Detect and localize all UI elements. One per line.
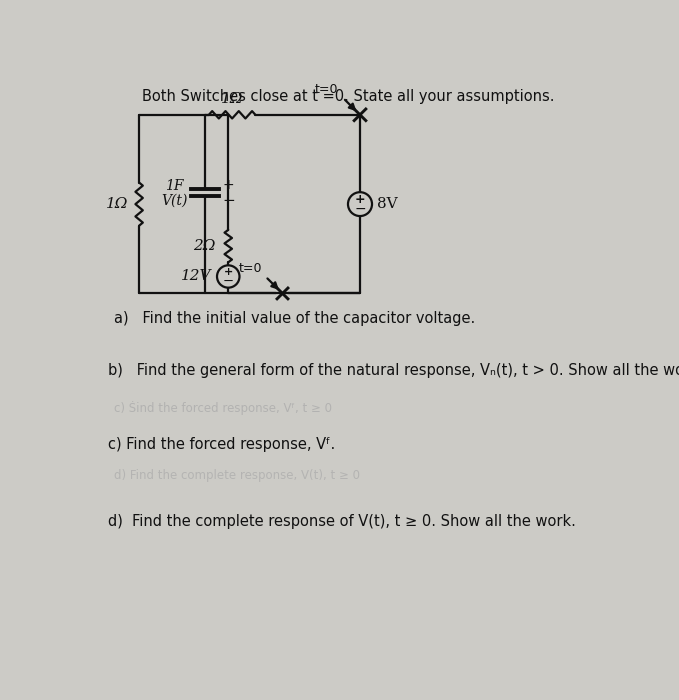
- Text: t=0: t=0: [315, 83, 338, 97]
- Text: a)   Find the initial value of the capacitor voltage.: a) Find the initial value of the capacit…: [114, 311, 475, 326]
- Text: 2Ω: 2Ω: [194, 239, 216, 253]
- Text: d)  Find the complete response of V(t), t ≥ 0. Show all the work.: d) Find the complete response of V(t), t…: [108, 514, 576, 528]
- Text: 8V: 8V: [377, 197, 398, 211]
- Text: b)   Find the general form of the natural response, Vₙ(t), t > 0. Show all the w: b) Find the general form of the natural …: [108, 363, 679, 378]
- Text: −: −: [354, 202, 366, 216]
- Text: c) Find the forced response, Vᶠ.: c) Find the forced response, Vᶠ.: [108, 437, 335, 452]
- Text: d) Find the complete response, V(t), t ≥ 0: d) Find the complete response, V(t), t ≥…: [114, 469, 361, 482]
- Text: 1Ω: 1Ω: [106, 197, 128, 211]
- Text: −: −: [223, 193, 236, 208]
- Text: 12V: 12V: [181, 270, 211, 284]
- Text: −: −: [223, 274, 234, 288]
- Text: Both Switches close at t =0. State all your assumptions.: Both Switches close at t =0. State all y…: [142, 90, 555, 104]
- Text: 1Ω: 1Ω: [221, 92, 243, 106]
- Text: +: +: [223, 178, 234, 192]
- Text: V(t): V(t): [161, 193, 187, 207]
- Text: 1F: 1F: [165, 179, 183, 193]
- Text: +: +: [223, 267, 233, 277]
- Text: t=0: t=0: [239, 262, 262, 275]
- Text: c) Ṡind the forced response, Vᶠ, t ≥ 0: c) Ṡind the forced response, Vᶠ, t ≥ 0: [114, 401, 332, 415]
- Text: +: +: [354, 193, 365, 206]
